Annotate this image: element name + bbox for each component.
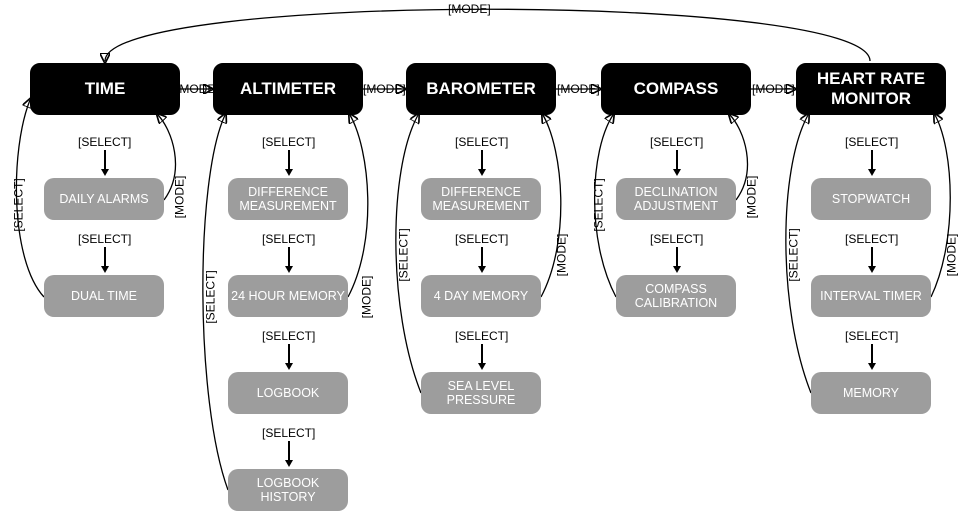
node-logbook-history: LOGBOOK HISTORY xyxy=(228,469,348,511)
lbl-sel-c3-1: [SELECT] xyxy=(455,232,508,246)
vlbl-c1-left: [SELECT] xyxy=(12,178,26,231)
node-hrm: HEART RATE MONITOR xyxy=(796,63,946,115)
lbl-sel-c5-0: [SELECT] xyxy=(845,135,898,149)
node-sea-level: SEA LEVEL PRESSURE xyxy=(421,372,541,414)
node-dual-time: DUAL TIME xyxy=(44,275,164,317)
node-compass-cal: COMPASS CALIBRATION xyxy=(616,275,736,317)
node-altimeter: ALTIMETER xyxy=(213,63,363,115)
vlbl-c5-right: [MODE] xyxy=(944,234,958,277)
node-4day-memory: 4 DAY MEMORY xyxy=(421,275,541,317)
label-mode-4: [MODE] xyxy=(752,82,795,96)
node-alt-diff: DIFFERENCE MEASUREMENT xyxy=(228,178,348,220)
vlbl-c2-right: [MODE] xyxy=(359,276,373,319)
vlbl-c4-left: [SELECT] xyxy=(592,178,606,231)
node-barometer: BAROMETER xyxy=(406,63,556,115)
node-declination: DECLINATION ADJUSTMENT xyxy=(616,178,736,220)
lbl-sel-c1-0: [SELECT] xyxy=(78,135,131,149)
node-compass: COMPASS xyxy=(601,63,751,115)
lbl-sel-c2-1: [SELECT] xyxy=(262,232,315,246)
label-mode-2: [MODE] xyxy=(363,82,406,96)
lbl-sel-c4-1: [SELECT] xyxy=(650,232,703,246)
lbl-sel-c5-1: [SELECT] xyxy=(845,232,898,246)
lbl-sel-c3-0: [SELECT] xyxy=(455,135,508,149)
lbl-sel-c4-0: [SELECT] xyxy=(650,135,703,149)
node-stopwatch: STOPWATCH xyxy=(811,178,931,220)
lbl-sel-c2-2: [SELECT] xyxy=(262,329,315,343)
lbl-sel-c2-0: [SELECT] xyxy=(262,135,315,149)
label-mode-3: [MODE] xyxy=(557,82,600,96)
vlbl-c1-right: [MODE] xyxy=(172,176,186,219)
lbl-sel-c1-1: [SELECT] xyxy=(78,232,131,246)
vlbl-c4-right: [MODE] xyxy=(744,176,758,219)
node-interval-timer: INTERVAL TIMER xyxy=(811,275,931,317)
lbl-sel-c2-3: [SELECT] xyxy=(262,426,315,440)
label-mode-top: [MODE] xyxy=(448,2,491,16)
node-logbook: LOGBOOK xyxy=(228,372,348,414)
node-memory: MEMORY xyxy=(811,372,931,414)
node-daily-alarms: DAILY ALARMS xyxy=(44,178,164,220)
node-baro-diff: DIFFERENCE MEASUREMENT xyxy=(421,178,541,220)
vlbl-c2-left: [SELECT] xyxy=(204,270,218,323)
vlbl-c3-left: [SELECT] xyxy=(397,228,411,281)
vlbl-c3-right: [MODE] xyxy=(554,234,568,277)
node-time: TIME xyxy=(30,63,180,115)
node-24h-memory: 24 HOUR MEMORY xyxy=(228,275,348,317)
lbl-sel-c5-2: [SELECT] xyxy=(845,329,898,343)
lbl-sel-c3-2: [SELECT] xyxy=(455,329,508,343)
vlbl-c5-left: [SELECT] xyxy=(787,228,801,281)
